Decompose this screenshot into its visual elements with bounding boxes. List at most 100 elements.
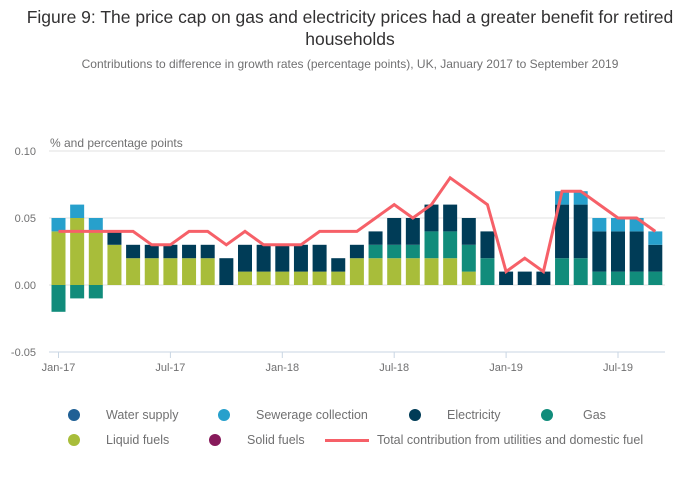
bar-electricity-sep-19: [648, 244, 663, 272]
bar-liquid-fuels-may-18: [349, 258, 364, 285]
bar-electricity-jan-18: [275, 244, 290, 272]
legend-label: Water supply: [106, 408, 179, 422]
legend-label: Liquid fuels: [106, 433, 170, 447]
bar-electricity-mar-18: [312, 244, 327, 272]
bar-gas-jul-19: [611, 271, 625, 285]
x-tick-label: Jan-17: [42, 362, 76, 374]
bar-liquid-fuels-jan-18: [275, 271, 290, 285]
bar-sewerage-collection-feb-17: [70, 204, 85, 218]
bar-electricity-jul-18: [387, 218, 402, 245]
bar-electricity-jun-19: [592, 231, 607, 272]
bar-gas-jun-19: [592, 271, 607, 285]
y-tick-label: 0.00: [15, 280, 36, 292]
legend-item-total-contribution[interactable]: Total contribution from utilities and do…: [325, 431, 643, 449]
x-tick-label: Jan-19: [489, 362, 523, 374]
total-line: [58, 175, 657, 275]
y-tick-label: 0.05: [15, 213, 36, 225]
bar-liquid-fuels-oct-18: [443, 258, 458, 285]
bars: [51, 191, 663, 312]
bar-electricity-aug-17: [182, 244, 197, 259]
x-tick-label: Jul-19: [603, 362, 633, 374]
legend-swatch-water-supply: [68, 409, 80, 421]
bar-gas-apr-19: [555, 258, 570, 285]
bar-gas-aug-18: [405, 244, 420, 259]
chart-title: Figure 9: The price cap on gas and elect…: [26, 7, 674, 49]
bar-liquid-fuels-dec-17: [256, 271, 271, 285]
legend-item-water-supply[interactable]: Water supply: [68, 406, 178, 424]
bar-electricity-may-19: [573, 204, 588, 259]
bar-gas-may-19: [573, 258, 588, 285]
bar-liquid-fuels-nov-17: [238, 271, 252, 285]
bar-liquid-fuels-apr-17: [107, 244, 122, 285]
bar-liquid-fuels-jul-18: [387, 258, 402, 285]
bar-electricity-dec-17: [256, 244, 271, 272]
bar-gas-jun-18: [368, 244, 383, 259]
bar-electricity-dec-18: [480, 231, 495, 259]
y-tick-label: -0.05: [11, 347, 36, 359]
bar-electricity-apr-19: [555, 204, 570, 259]
bar-sewerage-collection-mar-17: [88, 218, 103, 232]
legend-item-solid-fuels[interactable]: Solid fuels: [209, 431, 305, 449]
x-axis: Jan-17 Jul-17 Jan-18 Jul-18 Jan-19 Jul-19: [42, 351, 665, 374]
x-tick-label: Jul-18: [379, 362, 409, 374]
legend-item-sewerage-collection[interactable]: Sewerage collection: [218, 406, 368, 424]
legend-label: Electricity: [447, 408, 501, 422]
bar-electricity-feb-18: [293, 244, 308, 272]
y-tick-labels: -0.05 0.00 0.05 0.10: [11, 146, 36, 359]
bar-liquid-fuels-aug-17: [182, 258, 197, 285]
bar-electricity-may-17: [126, 244, 141, 259]
bar-electricity-oct-17: [219, 258, 234, 285]
bar-liquid-fuels-jun-18: [368, 258, 383, 285]
bar-electricity-jul-17: [163, 244, 178, 259]
legend-swatch-electricity: [409, 409, 421, 421]
chart-plot: % and percentage points -0.05 0.00 0.05 0.1…: [11, 136, 665, 374]
bar-sewerage-collection-sep-19: [648, 231, 663, 245]
bar-gas-mar-17: [88, 285, 103, 299]
bar-liquid-fuels-aug-18: [405, 258, 420, 285]
legend-swatch-liquid-fuels: [68, 434, 80, 446]
bar-gas-oct-18: [443, 231, 458, 259]
chart-subtitle: Contributions to difference in growth ra…: [81, 57, 619, 71]
legend-label: Solid fuels: [247, 433, 305, 447]
legend-item-electricity[interactable]: Electricity: [409, 406, 500, 424]
bar-electricity-jan-19: [499, 271, 514, 285]
legend-swatch-solid-fuels: [209, 434, 221, 446]
bar-electricity-feb-19: [517, 271, 532, 285]
bar-liquid-fuels-apr-18: [331, 271, 346, 285]
x-tick-label: Jan-18: [265, 362, 299, 374]
bar-electricity-may-18: [349, 244, 364, 259]
bar-electricity-sep-17: [200, 244, 215, 259]
bar-sewerage-collection-jul-19: [611, 218, 625, 232]
bar-electricity-jul-19: [611, 231, 625, 272]
bar-gas-nov-18: [461, 244, 476, 272]
bar-gas-feb-17: [70, 285, 85, 299]
x-tick-label: Jul-17: [155, 362, 185, 374]
bar-electricity-jun-17: [144, 244, 159, 259]
legend-label: Sewerage collection: [256, 408, 368, 422]
bar-liquid-fuels-jun-17: [144, 258, 159, 285]
bar-electricity-sep-18: [424, 204, 439, 232]
bar-electricity-jun-18: [368, 231, 383, 245]
bar-electricity-aug-19: [629, 231, 644, 272]
legend-label: Gas: [583, 408, 606, 422]
bar-liquid-fuels-feb-18: [293, 271, 308, 285]
y-axis-label: % and percentage points: [50, 136, 183, 150]
bar-liquid-fuels-mar-17: [88, 231, 103, 285]
bar-liquid-fuels-jan-17: [51, 231, 66, 285]
bar-gas-sep-19: [648, 271, 663, 285]
legend-item-liquid-fuels[interactable]: Liquid fuels: [68, 431, 169, 449]
bar-liquid-fuels-feb-17: [70, 218, 85, 285]
legend-label: Total contribution from utilities and do…: [377, 433, 644, 447]
bar-liquid-fuels-sep-18: [424, 258, 439, 285]
legend-item-gas[interactable]: Gas: [541, 406, 606, 424]
legend-swatch-total-line: [325, 438, 369, 442]
bar-electricity-apr-18: [331, 258, 346, 272]
bar-gas-jul-18: [387, 244, 402, 259]
bar-sewerage-collection-jun-19: [592, 218, 607, 232]
legend-swatch-sewerage-collection: [218, 409, 230, 421]
bar-liquid-fuels-sep-17: [200, 258, 215, 285]
bar-gas-jan-17: [51, 285, 66, 312]
legend-swatch-gas: [541, 409, 553, 421]
bar-liquid-fuels-nov-18: [461, 271, 476, 285]
y-tick-label: 0.10: [15, 146, 36, 158]
